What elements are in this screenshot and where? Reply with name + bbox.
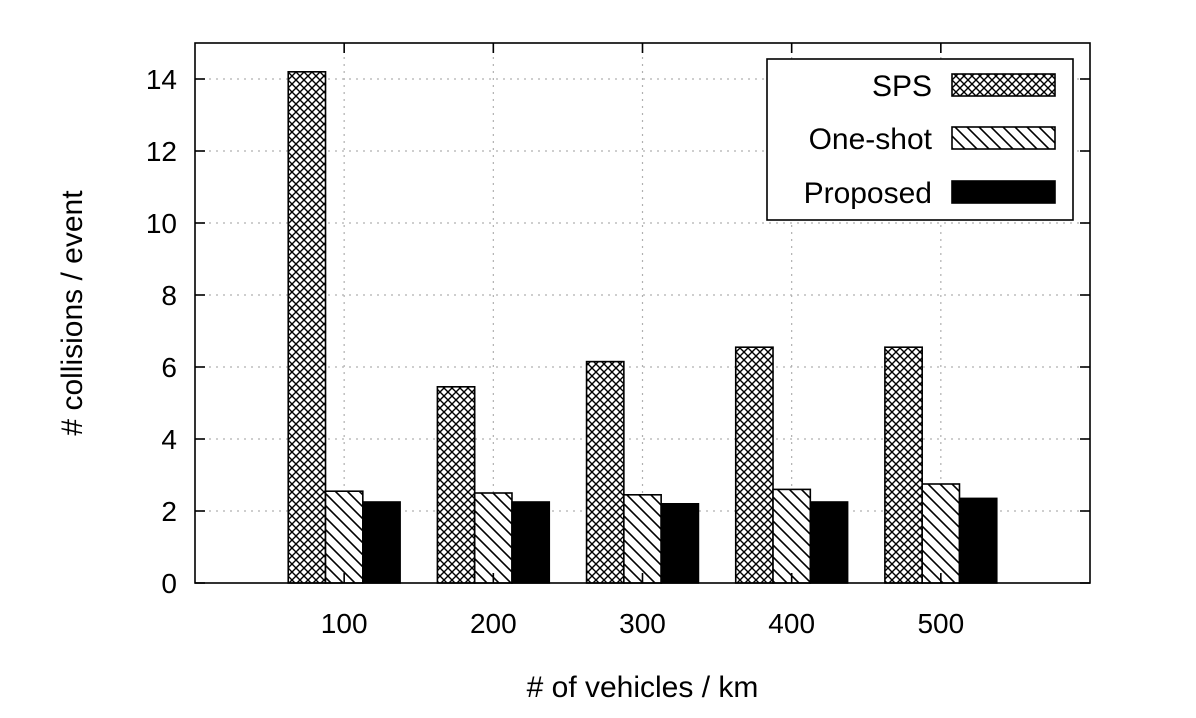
legend-swatch (951, 126, 1056, 150)
legend-swatch (951, 73, 1056, 97)
bar-one-shot-100 (324, 490, 364, 584)
bars (287, 71, 998, 584)
bar-one-shot-500 (921, 483, 961, 584)
bar-proposed-200 (511, 501, 551, 584)
bar-one-shot-400 (772, 488, 812, 584)
legend-label: Proposed (804, 177, 932, 210)
y-tick-label: 6 (161, 352, 177, 383)
bar-one-shot-300 (623, 493, 662, 584)
y-tick-label: 0 (161, 568, 177, 599)
axis-ticks: 0 2 4 6 8 10 12 14 100 200 300 400 500 (146, 43, 1090, 639)
y-tick-label: 12 (146, 136, 177, 167)
y-tick-label: 10 (146, 208, 177, 239)
bar-sps-200 (436, 385, 476, 584)
bar-proposed-400 (809, 501, 849, 584)
bar-proposed-300 (660, 502, 700, 584)
x-tick-label: 100 (321, 608, 368, 639)
y-tick-label: 14 (146, 64, 177, 95)
y-tick-label: 2 (161, 496, 177, 527)
legend: SPS One-shot Proposed (766, 58, 1074, 221)
x-tick-label: 300 (619, 608, 666, 639)
x-axis-label: # of vehicles / km (527, 671, 759, 704)
x-tick-label: 200 (470, 608, 517, 639)
bar-one-shot-200 (473, 492, 513, 584)
legend-label: SPS (872, 70, 932, 103)
legend-label: One-shot (809, 123, 933, 156)
bar-sps-300 (585, 360, 625, 584)
y-axis-label: # collisions / event (56, 190, 89, 436)
y-tick-label: 4 (161, 424, 177, 455)
x-tick-label: 500 (917, 608, 964, 639)
bar-proposed-500 (958, 497, 998, 584)
bar-proposed-100 (362, 501, 401, 584)
y-tick-label: 8 (161, 280, 177, 311)
legend-swatch (951, 180, 1056, 204)
x-tick-label: 400 (768, 608, 815, 639)
bar-sps-100 (287, 71, 327, 584)
bar-sps-400 (734, 346, 774, 584)
bar-sps-500 (884, 346, 923, 584)
